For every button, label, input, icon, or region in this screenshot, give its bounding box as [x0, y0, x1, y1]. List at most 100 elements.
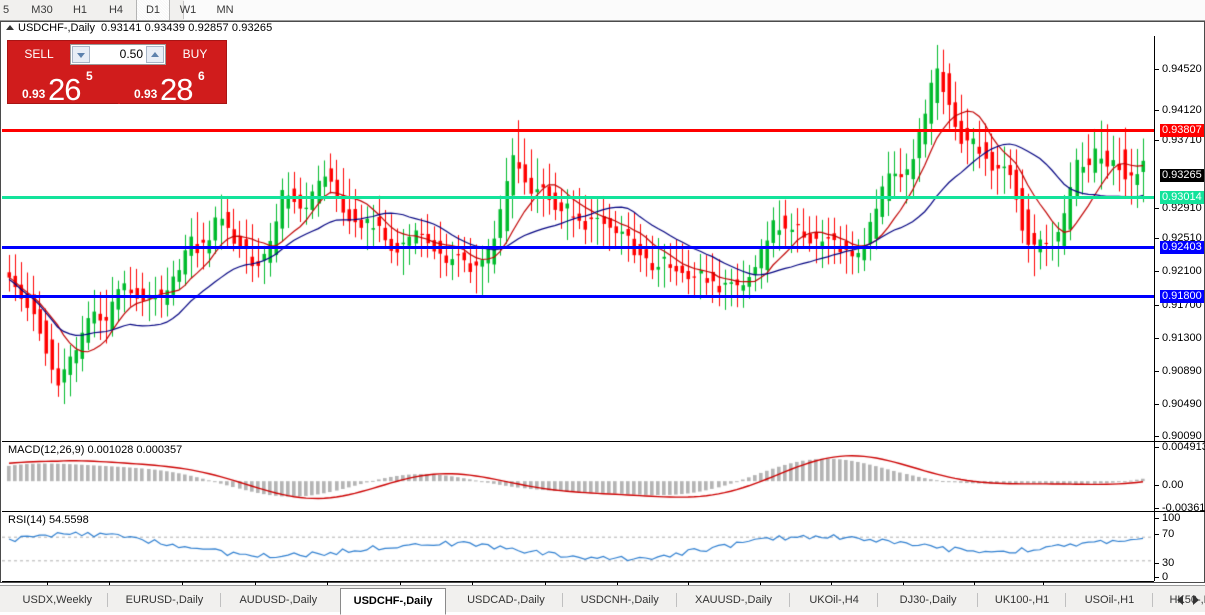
date-tick	[903, 582, 904, 586]
toolbar-empty-area	[184, 0, 1205, 20]
tab-separator	[220, 593, 222, 607]
sell-button[interactable]: SELL	[24, 47, 54, 61]
sell-price-fraction: 5	[86, 69, 93, 83]
macd-indicator-pane[interactable]: MACD(12,26,9) 0.001028 0.000357	[2, 441, 1154, 511]
volume-increase-button[interactable]	[146, 46, 164, 63]
volume-value: 0.50	[119, 47, 143, 61]
price-tick	[1155, 238, 1159, 239]
chart-tab-eurusd-daily[interactable]: EURUSD-,Daily	[125, 594, 204, 606]
tab-separator	[106, 593, 108, 607]
trade-controls-row: SELL 0.50 BUY	[8, 41, 226, 68]
timeframe-mn[interactable]: MN	[216, 4, 234, 16]
toolbar-divider	[183, 1, 184, 19]
trade-panel-divider	[118, 68, 120, 104]
price-tick	[1155, 508, 1159, 509]
price-tick	[1155, 404, 1159, 405]
price-tick	[1155, 305, 1159, 306]
timeframe-h4[interactable]: H4	[108, 4, 124, 16]
date-tick	[617, 582, 618, 586]
timeframe-d1[interactable]: D1	[136, 0, 170, 20]
rsi-label: RSI(14) 54.5598	[6, 514, 91, 526]
timeframe-toolbar[interactable]: 5 M30 H1 H4 D1 W1 MN	[0, 0, 1205, 21]
chart-tab-usdcnh-daily[interactable]: USDCNH-,Daily	[580, 594, 659, 606]
price-tick	[1155, 140, 1159, 141]
price-tick	[1155, 447, 1159, 448]
scroll-right-icon[interactable]	[1193, 595, 1199, 605]
tab-nav-arrows[interactable]	[1173, 591, 1203, 609]
price-tick-label: 0.92910	[1162, 202, 1202, 214]
date-tick	[688, 582, 689, 586]
macd-tick-label: -0.003614	[1162, 502, 1205, 514]
timeframe-h1[interactable]: H1	[72, 4, 88, 16]
price-tick	[1155, 436, 1159, 437]
chevron-down-icon	[77, 52, 85, 58]
chart-tab-usoil-h1[interactable]: USOil-,H1	[1084, 594, 1135, 606]
rsi-tick-label: 0	[1162, 571, 1169, 583]
sell-price-display[interactable]: 0.93 26 5	[8, 68, 116, 104]
timeframe-m30[interactable]: M30	[31, 4, 53, 16]
price-tick	[1155, 69, 1159, 70]
one-click-trading-panel[interactable]: SELL 0.50 BUY 0.93 26 5 0.93 28 6	[7, 40, 227, 104]
rsi-tick-label: 30	[1162, 557, 1175, 569]
chart-tab-usdx-weekly[interactable]: USDX,Weekly	[22, 594, 93, 606]
date-tick	[1043, 582, 1044, 586]
chart-tab-uk100-h1[interactable]: UK100-,H1	[994, 594, 1050, 606]
chart-tab-usdcad-daily[interactable]: USDCAD-,Daily	[467, 594, 545, 606]
tab-separator	[1064, 593, 1066, 607]
resistance-level-tag[interactable]: 0.93807	[1160, 124, 1204, 137]
chart-tab-bar[interactable]: USDX,Weekly EURUSD-,Daily AUDUSD-,Daily USD…	[0, 585, 1205, 615]
timeframe-w1[interactable]: W1	[179, 4, 197, 16]
resistance-line-red[interactable]	[2, 129, 1154, 132]
chart-window: USDCHF-,Daily 0.93141 0.93439 0.92857 0.9…	[0, 21, 1205, 599]
date-tick	[831, 582, 832, 586]
date-tick	[974, 582, 975, 586]
price-scale[interactable]: 0.94520 0.94120 0.93710 0.92910 0.92510 0.921…	[1154, 36, 1205, 583]
support-green-tag[interactable]: 0.93014	[1160, 191, 1204, 204]
support-blue-tag-2[interactable]: 0.91800	[1160, 290, 1204, 303]
price-tick	[1155, 534, 1159, 535]
support-blue-tag-1[interactable]: 0.92403	[1160, 241, 1204, 254]
buy-button[interactable]: BUY	[182, 47, 208, 61]
date-tick	[47, 582, 48, 586]
tab-separator	[876, 593, 878, 607]
price-tick	[1155, 371, 1159, 372]
chart-tab-xauusd-daily[interactable]: XAUUSD-,Daily	[694, 594, 772, 606]
price-tick-label: 0.92100	[1162, 265, 1202, 277]
price-tick-label: 0.90090	[1162, 430, 1202, 442]
level-line-green[interactable]	[2, 196, 1154, 199]
rsi-tick-label: 100	[1162, 512, 1181, 524]
chart-tab-usdchf-daily[interactable]: USDCHF-,Daily	[340, 588, 446, 615]
chart-tab-dj30-daily[interactable]: DJ30-,Daily	[899, 594, 957, 606]
timeframe-5[interactable]: 5	[2, 4, 10, 16]
price-tick	[1155, 271, 1159, 272]
chart-header: USDCHF-,Daily 0.93141 0.93439 0.92857 0.9…	[1, 22, 1204, 36]
price-tick	[1155, 563, 1159, 564]
date-tick	[545, 582, 546, 586]
date-tick	[182, 582, 183, 586]
level-line-blue-1[interactable]	[2, 246, 1154, 249]
price-tick-label: 0.90490	[1162, 398, 1202, 410]
buy-price-display[interactable]: 0.93 28 6	[120, 68, 228, 104]
price-tick	[1155, 485, 1159, 486]
rsi-indicator-pane[interactable]: RSI(14) 54.5598	[2, 511, 1154, 582]
level-line-blue-2[interactable]	[2, 295, 1154, 298]
chart-tab-ukoil-h4[interactable]: UKOil-,H4	[809, 594, 859, 606]
collapse-triangle-icon[interactable]	[6, 25, 14, 31]
chart-tab-audusd-daily[interactable]: AUDUSD-,Daily	[239, 594, 318, 606]
current-price-tag[interactable]: 0.93265	[1160, 169, 1204, 182]
price-tick-label: 0.94120	[1162, 104, 1202, 116]
tab-separator	[977, 593, 979, 607]
price-tick-label: 0.90890	[1162, 365, 1202, 377]
date-tick	[327, 582, 328, 586]
scroll-left-icon[interactable]	[1177, 595, 1183, 605]
volume-input[interactable]: 0.50	[70, 44, 166, 65]
buy-price-main: 28	[160, 72, 193, 104]
price-tick	[1155, 338, 1159, 339]
chart-ohlc-values: 0.93141 0.93439 0.92857 0.93265	[101, 22, 273, 34]
chart-tab-hk50-h1[interactable]: HK50-,H1	[1169, 594, 1205, 606]
chart-symbol-label: USDCHF-,Daily	[18, 22, 95, 34]
macd-tick-label: 0.00	[1162, 479, 1184, 491]
price-tick-label: 0.94520	[1162, 63, 1202, 75]
date-tick	[255, 582, 256, 586]
volume-decrease-button[interactable]	[72, 46, 90, 63]
